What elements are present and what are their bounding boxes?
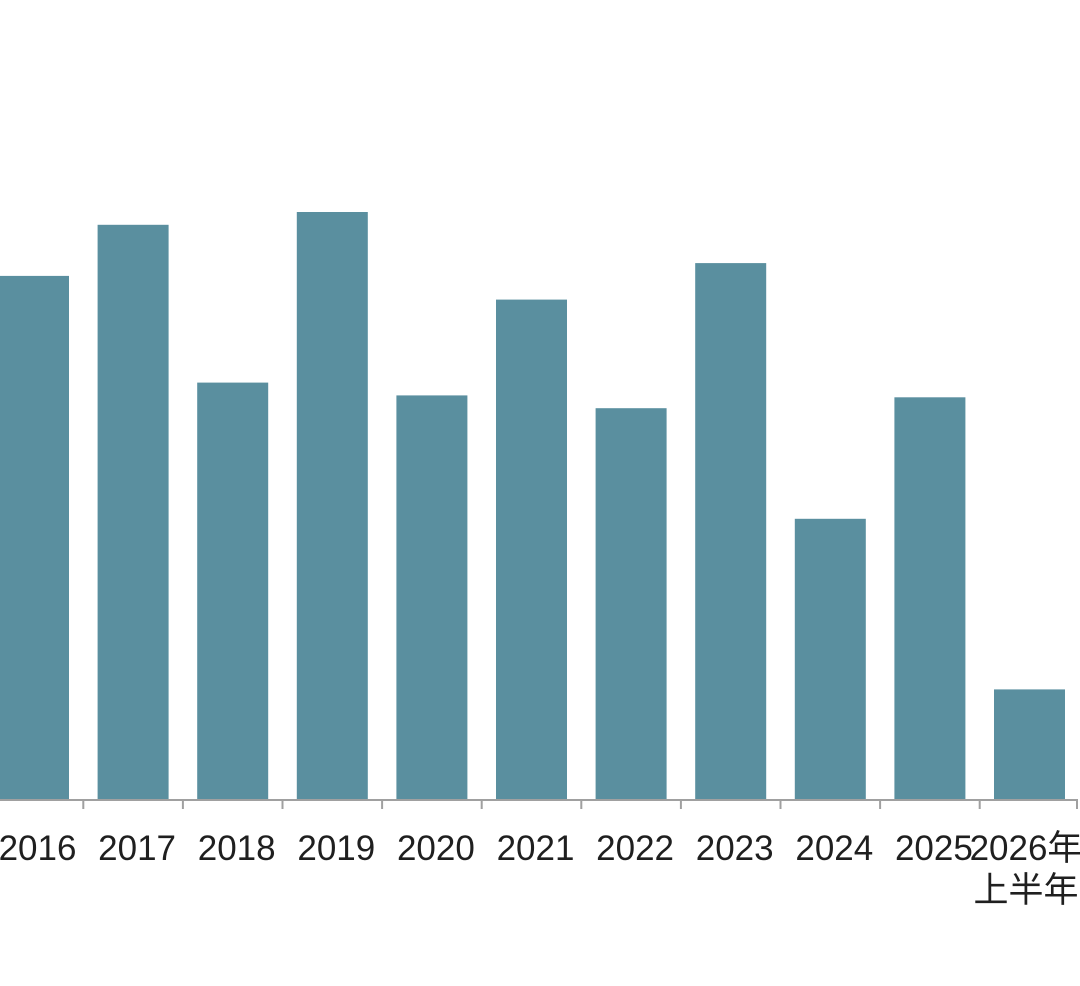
x-axis-ticks [82,800,1078,809]
x-tick-label-2017: 2017 [98,829,176,868]
x-tick-label-2016: 2016 [0,829,76,868]
bar-2017 [97,224,169,801]
bar-2024 [794,518,866,800]
bar-2020 [396,395,468,800]
bar-2018 [197,382,269,800]
bars-group [0,212,1065,801]
x-tick-label-2025: 2025 [895,829,973,868]
x-tick-label-2021: 2021 [497,829,575,868]
bar-2023 [695,263,767,801]
x-tick-label-2018: 2018 [198,829,276,868]
x-tick-label-2026年上半年: 2026年上半年 [970,829,1080,910]
x-tick-label-2020: 2020 [397,829,475,868]
x-tick-label-2024: 2024 [795,829,873,868]
bar-2016 [0,275,69,800]
bar-2021 [496,299,567,800]
x-tick-label-2022: 2022 [596,829,674,868]
bar-2019 [296,212,368,800]
bar-2026年上半年 [994,689,1065,800]
bar-2025 [894,397,966,800]
x-tick-label-2019: 2019 [297,829,375,868]
x-axis-labels: 2016 2017 2018 2019 2020 2021 2022 2023 2024 2025… [0,829,1080,910]
bar-2022 [595,408,667,800]
x-tick-label-2023: 2023 [696,829,774,868]
